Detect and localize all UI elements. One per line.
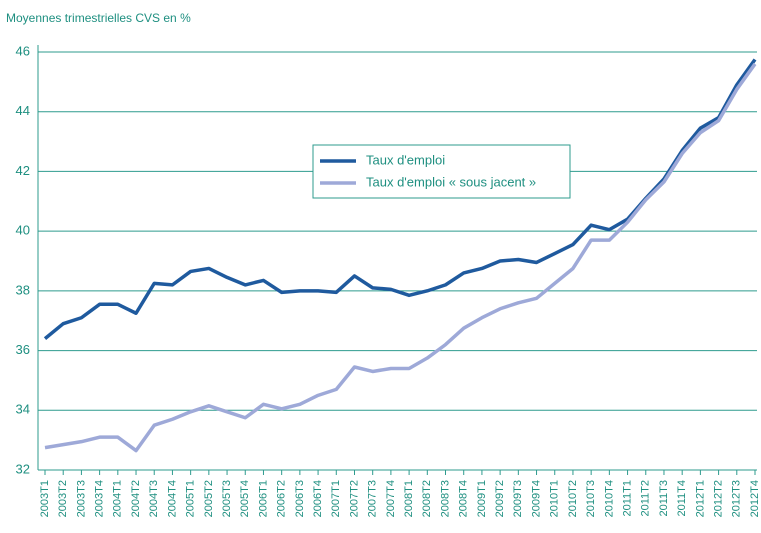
- x-tick-label: 2009T4: [530, 480, 542, 517]
- x-tick-label: 2006T1: [257, 480, 269, 517]
- y-tick-label: 32: [16, 461, 30, 476]
- x-tick-label: 2011T3: [658, 480, 670, 517]
- x-tick-label: 2005T1: [185, 480, 197, 517]
- x-tick-label: 2004T3: [148, 480, 160, 517]
- x-tick-label: 2008T2: [421, 480, 433, 517]
- x-tick-label: 2011T1: [621, 480, 633, 517]
- legend-box: [312, 144, 571, 199]
- x-tick-label: 2008T3: [439, 480, 451, 517]
- y-tick-label: 40: [16, 223, 30, 238]
- x-tick-label: 2003T2: [57, 480, 69, 517]
- legend-label: Taux d'emploi « sous jacent »: [366, 174, 536, 189]
- legend: Taux d'emploi Taux d'emploi « sous jacent…: [312, 144, 571, 199]
- x-tick-label: 2007T2: [348, 480, 360, 517]
- y-tick-label: 44: [16, 103, 30, 118]
- x-tick-label: 2005T4: [239, 480, 251, 517]
- x-tick-label: 2003T3: [75, 480, 87, 517]
- x-tick-label: 2012T4: [749, 480, 761, 517]
- x-tick-label: 2007T4: [385, 480, 397, 517]
- x-tick-label: 2004T1: [112, 480, 124, 517]
- x-tick-label: 2005T2: [203, 480, 215, 517]
- x-tick-label: 2003T1: [39, 480, 51, 517]
- y-tick-label: 36: [16, 342, 30, 357]
- x-tick-label: 2007T3: [367, 480, 379, 517]
- x-tick-label: 2012T1: [694, 480, 706, 517]
- y-tick-label: 38: [16, 282, 30, 297]
- x-tick-label: 2006T3: [294, 480, 306, 517]
- x-tick-label: 2009T2: [494, 480, 506, 517]
- x-tick-label: 2003T4: [94, 480, 106, 517]
- x-tick-label: 2012T2: [712, 480, 724, 517]
- series-line: [44, 62, 757, 453]
- x-tick-label: 2009T1: [476, 480, 488, 517]
- x-tick-label: 2004T4: [166, 480, 178, 517]
- x-tick-label: 2010T3: [585, 480, 597, 517]
- x-tick-label: 2011T2: [640, 480, 652, 517]
- legend-label: Taux d'emploi: [366, 152, 445, 167]
- x-tick-label: 2012T3: [731, 480, 743, 517]
- y-tick-label: 46: [16, 43, 30, 58]
- x-tick-label: 2004T2: [130, 480, 142, 517]
- x-tick-label: 2010T1: [549, 480, 561, 517]
- x-tick-label: 2008T1: [403, 480, 415, 517]
- x-tick-label: 2006T2: [276, 480, 288, 517]
- x-tick-label: 2007T1: [330, 480, 342, 517]
- x-tick-label: 2011T4: [676, 480, 688, 517]
- x-tick-label: 2005T3: [221, 480, 233, 517]
- chart-title: Moyennes trimestrielles CVS en %: [6, 11, 191, 25]
- x-tick-label: 2006T4: [312, 480, 324, 517]
- x-tick-label: 2008T4: [458, 480, 470, 517]
- y-tick-label: 34: [16, 402, 30, 417]
- x-tick-label: 2009T3: [512, 480, 524, 517]
- y-tick-label: 42: [16, 163, 30, 178]
- x-tick-label: 2010T4: [603, 480, 615, 517]
- x-tick-label: 2010T2: [567, 480, 579, 517]
